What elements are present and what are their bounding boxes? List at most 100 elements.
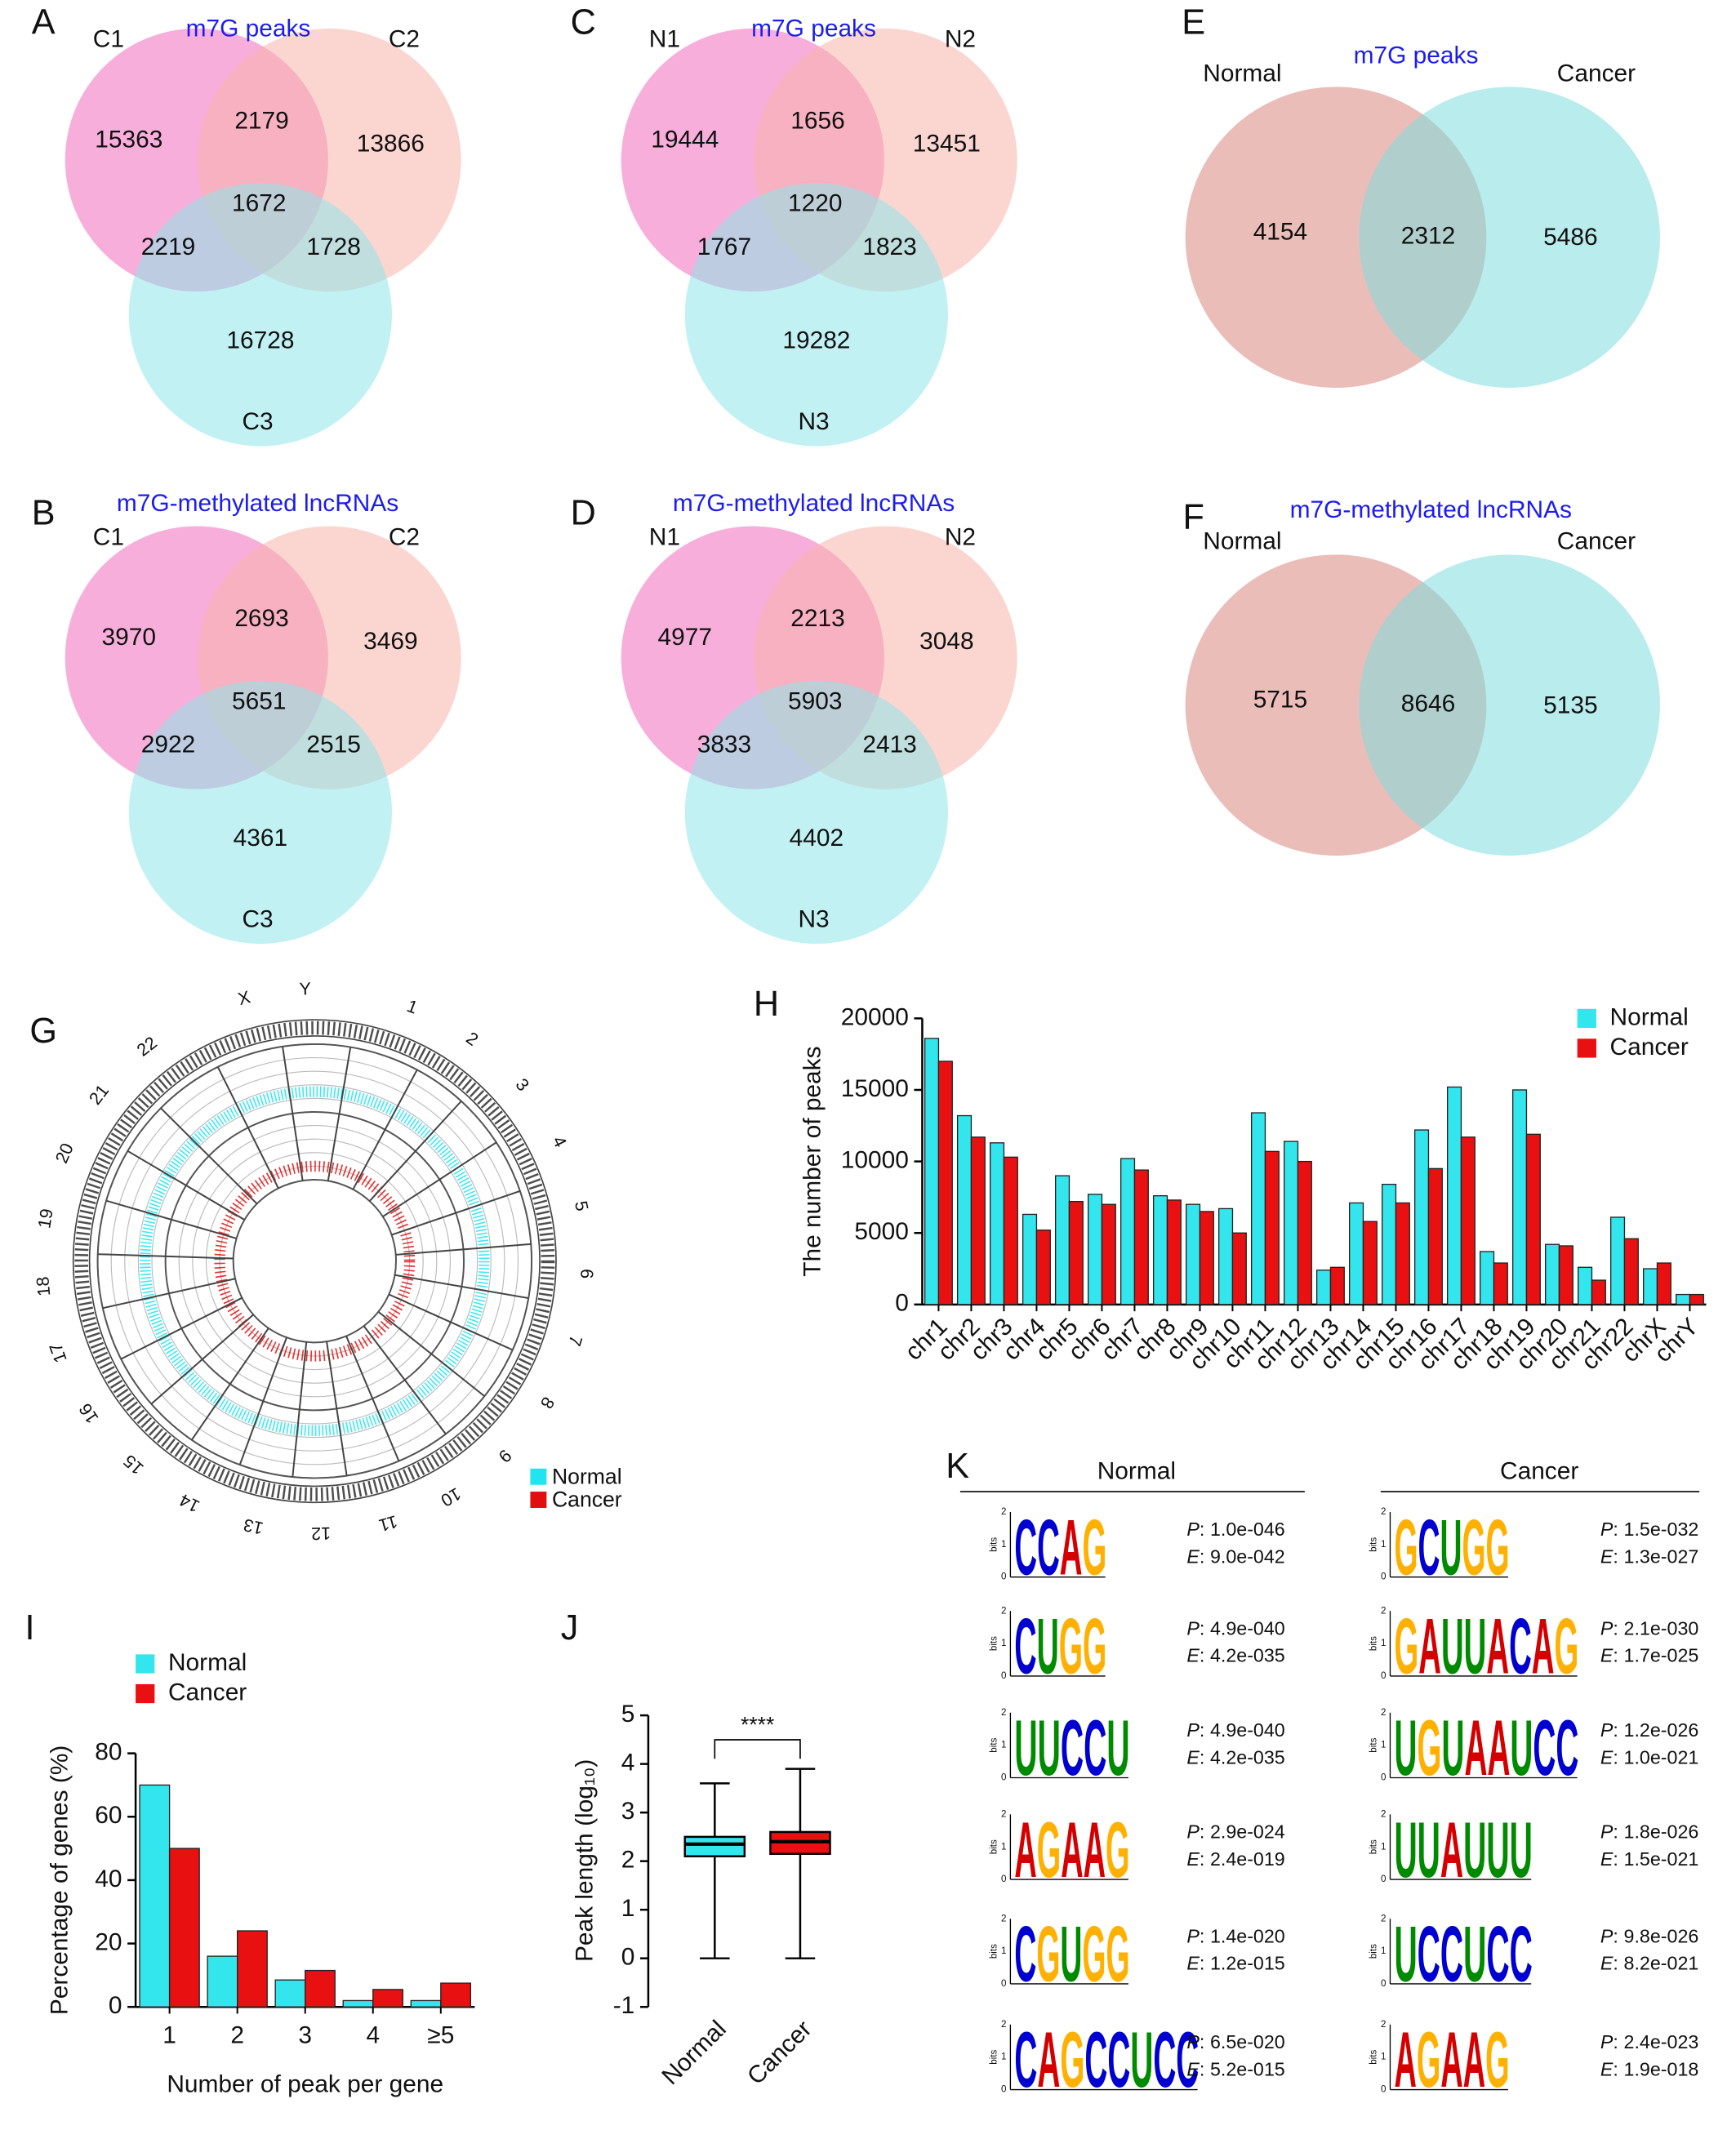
motif-logo: CGUGG — [1014, 1911, 1129, 1999]
set-label: Cancer — [1557, 60, 1636, 87]
bar — [1199, 1211, 1214, 1305]
stat-part: : — [1200, 2058, 1204, 2079]
stat-part: 1.7e-025 — [1624, 1645, 1699, 1666]
motif-letter: G — [1083, 1603, 1106, 1691]
logo-tick: 1 — [1001, 1946, 1006, 1956]
motif-letter: U — [1130, 2017, 1153, 2104]
motif-letter: U — [1014, 1705, 1037, 1792]
stat-p: P: 1.0e-046 — [1186, 1519, 1284, 1540]
stat-part: E — [1600, 1848, 1614, 1870]
bar — [1087, 1194, 1103, 1305]
region-count: 2219 — [141, 233, 195, 260]
panel-letter: E — [1182, 2, 1205, 42]
bar — [1479, 1251, 1495, 1305]
motif-letter: C — [1037, 1504, 1060, 1591]
set-label: Normal — [1203, 527, 1281, 554]
y-tick-label: 4 — [621, 1750, 635, 1777]
hole — [265, 1212, 364, 1310]
motif-letter: C — [1418, 1504, 1440, 1591]
stat-p: P: 1.2e-026 — [1600, 1719, 1698, 1741]
logo-tick: 1 — [1381, 1740, 1386, 1750]
logo-tick: 0 — [1001, 1978, 1006, 1989]
stat-part: : — [1613, 2058, 1618, 2079]
stat-part: 4.9e-040 — [1210, 1719, 1285, 1741]
motif-letter: A — [1084, 1807, 1106, 1894]
chrom-label: 19 — [33, 1207, 56, 1230]
set-label: C2 — [389, 523, 420, 550]
bar — [1544, 1243, 1560, 1305]
motif-letter: G — [1417, 1705, 1441, 1792]
motif-letter: G — [1417, 2017, 1441, 2104]
chrom-boundary — [327, 1047, 352, 1181]
motif-letter: A — [1486, 1603, 1509, 1691]
bar — [1297, 1160, 1312, 1305]
region-count: 4361 — [234, 825, 287, 852]
motif-logo: CCAG — [1014, 1504, 1106, 1591]
set-circle — [128, 680, 393, 945]
logo-ylabel: bits — [989, 1537, 999, 1552]
logo-ylabel: bits — [1369, 1636, 1379, 1651]
bar — [1003, 1156, 1018, 1305]
motif-letter: C — [1153, 2017, 1176, 2104]
motif-letter: U — [1037, 1603, 1059, 1691]
y-tick-label: 80 — [95, 1739, 122, 1766]
y-tick-label: 5000 — [854, 1218, 908, 1245]
region-count: 16728 — [226, 327, 294, 354]
set-circle — [128, 183, 393, 447]
panel-letter: F — [1182, 498, 1204, 537]
chrom-label: 18 — [32, 1276, 54, 1297]
bar — [236, 1930, 268, 2008]
motif-logo: UCCUCC — [1394, 1911, 1532, 1999]
stat-part: 6.5e-020 — [1210, 2031, 1285, 2052]
bar — [1591, 1279, 1606, 1305]
bar — [1675, 1293, 1691, 1305]
legend-swatch — [1577, 1008, 1596, 1029]
stat-p: P: 2.1e-030 — [1600, 1618, 1698, 1639]
chrom-boundary — [382, 1141, 497, 1218]
chrom-label: 3 — [512, 1074, 534, 1095]
logo-ylabel: bits — [989, 1944, 999, 1959]
motif-letter: G — [1106, 1911, 1129, 1999]
stat-part: 1.0e-046 — [1210, 1519, 1285, 1540]
x-tick-label: 3 — [298, 2022, 312, 2049]
logo-ylabel: bits — [1369, 1944, 1379, 1959]
bar — [1413, 1129, 1430, 1305]
y-tick-label: 20 — [95, 1928, 122, 1955]
bar — [970, 1136, 986, 1305]
region-count: 4402 — [790, 825, 844, 852]
chrom-boundary — [377, 1310, 485, 1397]
logo-tick: 0 — [1381, 2084, 1386, 2095]
chrom-boundary — [238, 1336, 287, 1465]
bar — [342, 1999, 374, 2008]
set-label: C2 — [389, 26, 420, 53]
set-label: C1 — [93, 523, 124, 550]
motif-letter: G — [1394, 1504, 1418, 1591]
stat-part: P — [1600, 1926, 1614, 1947]
chrom-boundary — [388, 1293, 514, 1351]
y-tick-label: -1 — [613, 1992, 635, 2019]
stat-part: : — [1200, 1519, 1204, 1540]
grid-ring — [137, 1084, 492, 1439]
motif-letter: A — [1014, 1807, 1036, 1894]
chrom-boundary — [150, 1314, 254, 1405]
x-tick-label: 4 — [366, 2022, 380, 2049]
bar — [1395, 1202, 1410, 1305]
stat-p: P: 1.5e-032 — [1600, 1519, 1698, 1540]
logo-tick: 2 — [1001, 1506, 1006, 1517]
stat-part: 1.2e-015 — [1210, 1953, 1285, 1974]
chrom-boundary — [363, 1325, 447, 1435]
bar — [1231, 1232, 1247, 1305]
chrom-label: Y — [299, 978, 311, 998]
region-count: 2515 — [306, 731, 360, 758]
motif-letter: C — [1107, 2017, 1130, 2104]
motif-letter: G — [1082, 1911, 1106, 1999]
stat-part: : — [1613, 1953, 1618, 1974]
motif-letter: G — [1060, 2017, 1084, 2104]
region-count: 4977 — [658, 624, 712, 651]
stat-part: E — [1600, 2058, 1614, 2079]
bar — [1609, 1216, 1626, 1305]
region-count: 3469 — [363, 628, 417, 655]
set-label: Normal — [1203, 60, 1281, 87]
y-tick-label: 0 — [621, 1944, 635, 1971]
